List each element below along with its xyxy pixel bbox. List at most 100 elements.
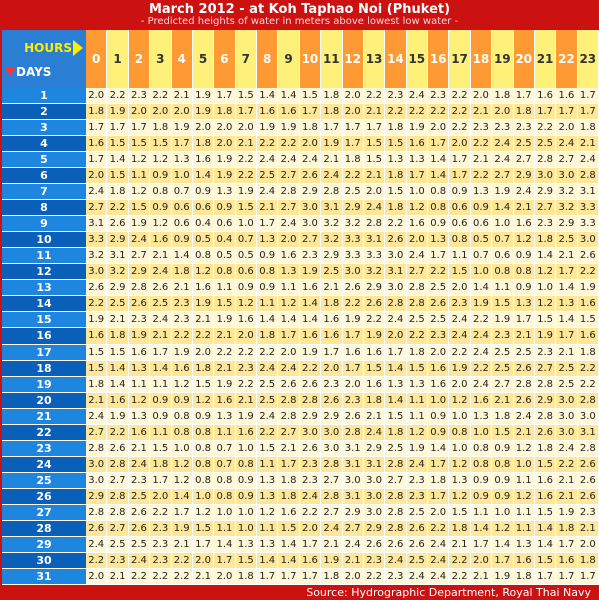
tide-value-cell: 1.4 xyxy=(192,168,215,185)
tide-value-cell: 1.7 xyxy=(192,536,215,553)
tide-value-cell: 2.9 xyxy=(107,280,129,297)
tide-value-cell: 0.9 xyxy=(428,216,450,233)
tide-value-cell: 2.9 xyxy=(534,392,557,409)
tide-value-cell: 1.8 xyxy=(385,200,407,217)
tide-value-cell: 2.3 xyxy=(449,296,471,313)
hour-header: 0 xyxy=(86,30,108,88)
tide-value-cell: 1.8 xyxy=(406,344,428,361)
tide-value-cell: 2.9 xyxy=(299,184,322,201)
tide-value-cell: 1.7 xyxy=(235,104,257,121)
tide-value-cell: 2.4 xyxy=(449,312,471,329)
hour-header: 18 xyxy=(470,30,493,88)
tide-value-cell: 0.5 xyxy=(470,232,493,249)
tide-value-cell: 0.7 xyxy=(470,248,493,265)
tide-value-cell: 2.2 xyxy=(107,200,129,217)
tide-value-cell: 1.5 xyxy=(492,424,514,441)
tide-value-cell: 3.0 xyxy=(577,408,599,425)
tide-value-cell: 1.6 xyxy=(299,280,322,297)
tide-value-cell: 1.9 xyxy=(299,264,322,281)
tide-value-cell: 2.5 xyxy=(556,376,578,393)
tide-value-cell: 1.4 xyxy=(492,536,514,553)
tide-value-cell: 1.3 xyxy=(235,536,257,553)
tide-value-cell: 1.9 xyxy=(171,520,193,537)
tide-value-cell: 1.3 xyxy=(257,536,279,553)
day-label: 18 xyxy=(2,360,86,377)
tide-value-cell: 0.8 xyxy=(171,408,193,425)
tide-value-cell: 1.8 xyxy=(385,424,407,441)
tide-value-cell: 2.6 xyxy=(577,456,599,473)
tide-value-cell: 1.1 xyxy=(150,376,172,393)
tide-value-cell: 2.5 xyxy=(406,312,428,329)
tide-value-cell: 1.4 xyxy=(107,376,129,393)
tide-value-cell: 1.5 xyxy=(534,504,557,521)
tide-value-cell: 0.8 xyxy=(513,264,535,281)
tide-value-cell: 1.0 xyxy=(534,280,557,297)
tide-value-cell: 2.8 xyxy=(321,184,343,201)
tide-value-cell: 2.1 xyxy=(556,472,578,489)
tide-value-cell: 0.8 xyxy=(492,264,514,281)
tide-value-cell: 2.5 xyxy=(150,296,172,313)
tide-value-cell: 2.6 xyxy=(342,280,364,297)
tide-value-cell: 1.2 xyxy=(406,424,428,441)
tide-value-cell: 2.8 xyxy=(385,456,407,473)
tide-value-cell: 2.2 xyxy=(299,360,322,377)
tide-value-cell: 1.8 xyxy=(577,344,599,361)
tide-value-cell: 1.5 xyxy=(534,456,557,473)
tide-value-cell: 1.0 xyxy=(235,504,257,521)
tide-value-cell: 1.8 xyxy=(513,104,535,121)
tide-value-cell: 1.6 xyxy=(534,472,557,489)
day-label: 29 xyxy=(2,536,86,553)
tide-value-cell: 2.2 xyxy=(449,120,471,137)
tide-value-cell: 2.8 xyxy=(534,376,557,393)
tide-value-cell: 2.8 xyxy=(86,504,108,521)
tide-value-cell: 1.2 xyxy=(534,296,557,313)
tide-value-cell: 1.9 xyxy=(257,120,279,137)
tide-value-cell: 2.4 xyxy=(363,424,386,441)
tide-value-cell: 1.1 xyxy=(150,424,172,441)
tide-value-cell: 3.0 xyxy=(321,440,343,457)
tide-value-cell: 2.7 xyxy=(534,360,557,377)
tide-value-cell: 1.6 xyxy=(363,344,386,361)
tide-value-cell: 1.3 xyxy=(278,264,300,281)
tide-value-cell: 2.3 xyxy=(492,120,514,137)
hour-header: 11 xyxy=(321,30,343,88)
tide-value-cell: 2.4 xyxy=(406,248,428,265)
tide-value-cell: 1.9 xyxy=(192,296,215,313)
tide-value-cell: 3.0 xyxy=(342,472,364,489)
tide-value-cell: 1.7 xyxy=(257,568,279,585)
hour-header: 14 xyxy=(385,30,407,88)
tide-value-cell: 2.4 xyxy=(278,360,300,377)
tide-value-cell: 2.0 xyxy=(428,504,450,521)
tide-value-cell: 2.4 xyxy=(342,536,364,553)
tide-value-cell: 1.8 xyxy=(214,104,236,121)
tide-value-cell: 2.2 xyxy=(385,104,407,121)
tide-value-cell: 0.8 xyxy=(470,440,493,457)
tide-value-cell: 1.5 xyxy=(192,520,215,537)
tide-value-cell: 0.6 xyxy=(470,216,493,233)
tide-value-cell: 1.8 xyxy=(299,120,322,137)
tide-value-cell: 0.8 xyxy=(492,456,514,473)
tide-value-cell: 1.4 xyxy=(107,360,129,377)
tide-value-cell: 1.6 xyxy=(86,328,108,345)
tide-value-cell: 2.3 xyxy=(171,296,193,313)
tide-value-cell: 2.6 xyxy=(513,360,535,377)
tide-value-cell: 1.1 xyxy=(449,248,471,265)
tide-value-cell: 2.0 xyxy=(321,360,343,377)
tide-value-cell: 2.6 xyxy=(406,536,428,553)
tide-value-cell: 2.0 xyxy=(342,568,364,585)
tide-value-cell: 1.6 xyxy=(128,344,151,361)
tide-value-cell: 2.1 xyxy=(235,392,257,409)
tide-value-cell: 1.2 xyxy=(492,520,514,537)
tide-value-cell: 1.2 xyxy=(257,504,279,521)
tide-value-cell: 2.6 xyxy=(128,296,151,313)
tide-value-cell: 2.8 xyxy=(406,296,428,313)
tide-value-cell: 0.8 xyxy=(470,456,493,473)
tide-value-cell: 1.3 xyxy=(406,152,428,169)
tide-value-cell: 2.4 xyxy=(150,264,172,281)
tide-value-cell: 2.4 xyxy=(321,168,343,185)
tide-value-cell: 2.2 xyxy=(235,152,257,169)
tide-value-cell: 2.4 xyxy=(128,456,151,473)
tide-value-cell: 1.7 xyxy=(299,536,322,553)
tide-value-cell: 1.7 xyxy=(577,568,599,585)
tide-value-cell: 2.4 xyxy=(428,536,450,553)
